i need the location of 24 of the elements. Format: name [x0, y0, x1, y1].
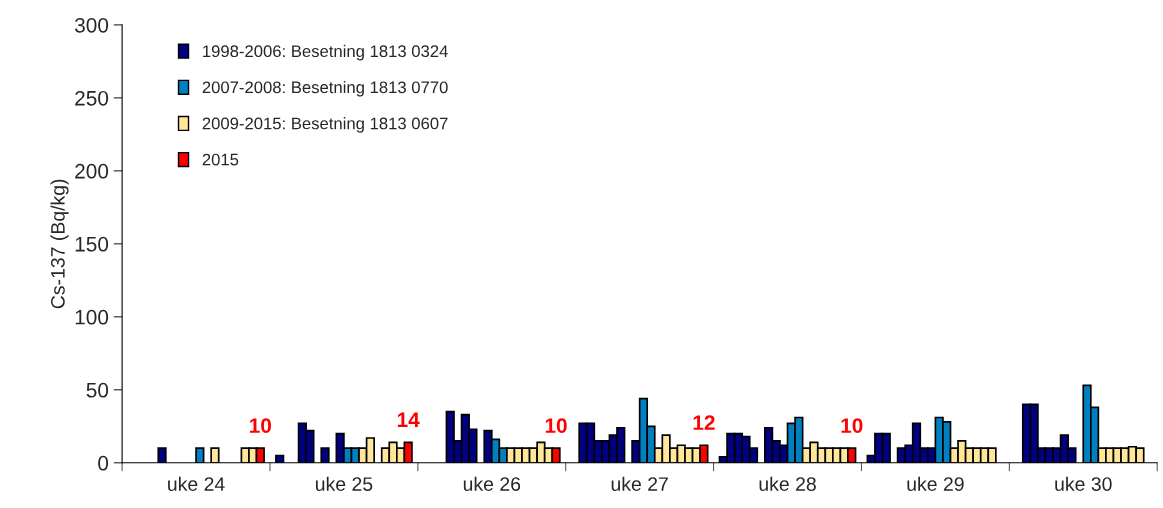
legend-label: 1998-2006: Besetning 1813 0324: [203, 44, 448, 61]
data-label: 10: [250, 418, 272, 433]
data-label: 10: [545, 418, 567, 433]
x-tick-label: uke 28: [759, 476, 816, 491]
y-tick-label: 300: [74, 17, 109, 33]
x-tick-label: uke 25: [315, 476, 373, 491]
x-tick-label: uke 29: [907, 476, 964, 491]
y-tick-label: 100: [75, 309, 109, 325]
x-tick-label: uke 24: [168, 476, 225, 491]
x-tick-label: uke 27: [611, 476, 668, 491]
y-tick-label: 200: [75, 163, 109, 179]
y-tick-label: 50: [86, 382, 109, 398]
legend-label: 2009-2015: Besetning 1813 0607: [202, 117, 448, 133]
data-label: 14: [397, 412, 420, 427]
y-tick-label: 0: [98, 455, 109, 471]
data-label: 12: [693, 415, 715, 430]
y-tick-label: 150: [75, 236, 109, 252]
data-label: 10: [841, 418, 863, 433]
x-tick-label: uke 26: [463, 476, 521, 491]
y-axis-title: Cs-137 (Bq/kg): [50, 179, 69, 309]
x-tick-label: uke 30: [1055, 476, 1112, 491]
legend-label: 2007-2008: Besetning 1813 0770: [202, 80, 448, 97]
y-tick-label: 250: [75, 90, 109, 106]
legend-label: 2015: [202, 153, 239, 166]
